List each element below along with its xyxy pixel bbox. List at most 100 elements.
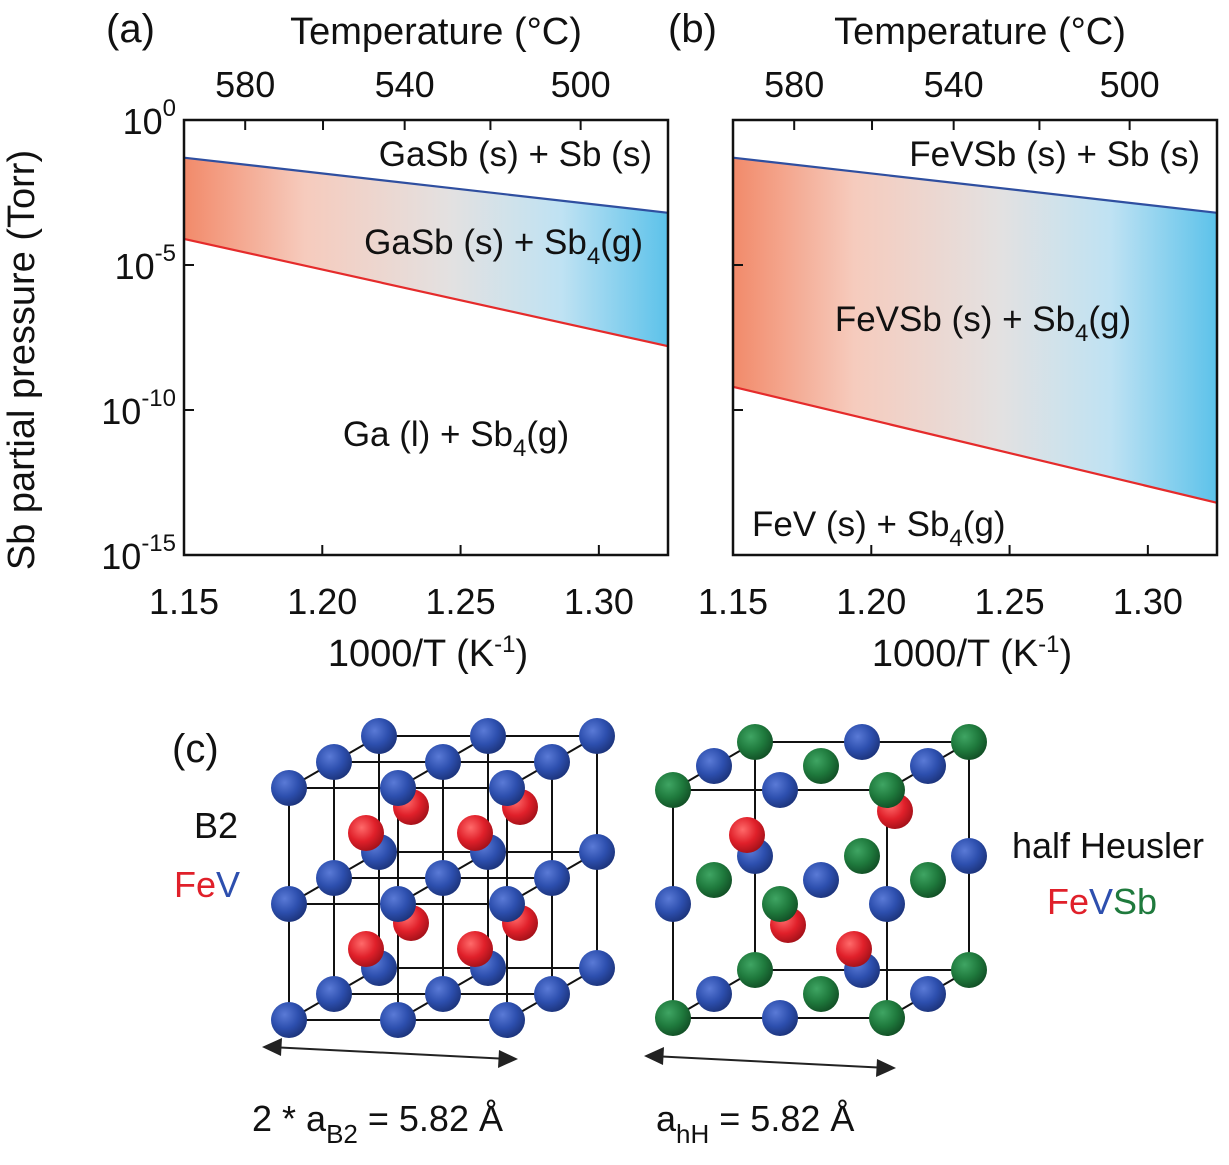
v-atom (425, 860, 461, 896)
b2-formula: FeV (174, 864, 240, 905)
region-label-a-mid: GaSb (s) + Sb4(g) (364, 223, 643, 270)
fe-atom (457, 815, 493, 851)
lower-boundary-line (183, 237, 669, 348)
top-tick-label: 580 (764, 64, 824, 105)
sb-atom (655, 772, 691, 808)
stability-band (733, 157, 1217, 503)
v-atom (696, 748, 732, 784)
v-atom (489, 770, 525, 806)
half-heusler-formula: FeVSb (1047, 881, 1157, 922)
v-atom (910, 976, 946, 1012)
crystal-structures-panel: (c) B2 FeV half Heusler FeVSb 2 * aB2 = … (172, 718, 1204, 1149)
x-tick-label: 1.30 (1113, 581, 1183, 622)
v-atom (271, 770, 307, 806)
half-heusler-lattice-dimension: ahH = 5.82 Å (656, 1098, 854, 1149)
v-atom (316, 860, 352, 896)
b2-dimension-arrow (262, 1038, 518, 1068)
sb-atom (803, 976, 839, 1012)
panel-label-c: (c) (172, 727, 219, 771)
v-atom (579, 950, 615, 986)
y-axis-title: Sb partial pressure (Torr) (1, 150, 43, 570)
fe-atom (836, 931, 872, 967)
x-tick-label: 1.15 (698, 581, 768, 622)
panel-label-b: (b) (668, 7, 717, 51)
sb-atom (655, 1000, 691, 1036)
x-axis-title-b: 1000/T (K-1) (872, 631, 1072, 675)
top-tick-label: 540 (924, 64, 984, 105)
v-atom (655, 886, 691, 922)
v-atom (844, 724, 880, 760)
half-heusler-dimension-arrow (644, 1047, 896, 1077)
region-label-b-bottom: FeV (s) + Sb4(g) (752, 505, 1006, 552)
sb-atom (869, 1000, 905, 1036)
x-tick-label: 1.25 (426, 581, 496, 622)
v-atom (803, 862, 839, 898)
fe-atom (729, 817, 765, 853)
b2-unit-cell-diagram (271, 718, 615, 1038)
sb-atom (762, 886, 798, 922)
sb-atom (696, 862, 732, 898)
v-atom (425, 744, 461, 780)
v-atom (380, 1002, 416, 1038)
x-tick-label: 1.20 (287, 581, 357, 622)
v-atom (534, 976, 570, 1012)
y-tick-label: 10-5 (115, 240, 176, 287)
sb-atom (737, 952, 773, 988)
top-axis-title-a: Temperature (°C) (290, 11, 582, 53)
v-atom (534, 744, 570, 780)
v-atom (910, 748, 946, 784)
chart-panel-b: (b) Temperature (°C) 1.15 1.20 1.25 1.30 580… (668, 7, 1219, 675)
x-tick-label: 1.20 (836, 581, 906, 622)
v-atom (380, 886, 416, 922)
lower-boundary-line (732, 385, 1218, 504)
sb-atom (951, 724, 987, 760)
sb-atom (951, 952, 987, 988)
sb-atom (869, 772, 905, 808)
x-tick-label: 1.15 (149, 581, 219, 622)
v-atom (489, 1002, 525, 1038)
plot-frame (182, 118, 670, 557)
half-heusler-structure-name: half Heusler (1012, 825, 1204, 866)
sb-atom (803, 748, 839, 784)
stability-band (184, 157, 668, 347)
top-tick-label: 540 (375, 64, 435, 105)
v-atom (470, 718, 506, 754)
v-atom (951, 838, 987, 874)
v-atom (579, 834, 615, 870)
top-tick-label: 500 (1100, 64, 1160, 105)
v-atom (579, 718, 615, 754)
top-tick-label: 500 (551, 64, 611, 105)
sb-atom (910, 862, 946, 898)
v-atom (534, 860, 570, 896)
top-axis-title-b: Temperature (°C) (834, 11, 1126, 53)
x-axis-title-a: 1000/T (K-1) (328, 631, 528, 675)
half-heusler-unit-cell-diagram (655, 724, 987, 1036)
v-atom (762, 772, 798, 808)
region-label-a-bottom: Ga (l) + Sb4(g) (343, 415, 569, 462)
plot-area-b: 1.15 1.20 1.25 1.30 580 540 500 (698, 64, 1219, 622)
v-atom (316, 976, 352, 1012)
fe-atom (348, 931, 384, 967)
y-tick-label: 10-15 (101, 530, 176, 577)
x-tick-label: 1.30 (564, 581, 634, 622)
v-atom (762, 1000, 798, 1036)
upper-boundary-line (183, 156, 669, 214)
region-label-a-top: GaSb (s) + Sb (s) (379, 135, 652, 174)
fe-atom (348, 815, 384, 851)
b2-structure-name: B2 (194, 805, 238, 846)
x-tick-label: 1.25 (975, 581, 1045, 622)
v-atom (271, 886, 307, 922)
chart-panel-a: (a) Temperature (°C) 1.15 1.20 1.25 1.30 100… (101, 7, 670, 675)
v-atom (271, 1002, 307, 1038)
fe-atom (457, 931, 493, 967)
v-atom (489, 886, 525, 922)
v-atom (361, 718, 397, 754)
v-atom (425, 976, 461, 1012)
sb-atom (844, 838, 880, 874)
y-tick-label: 100 (123, 95, 176, 142)
v-atom (380, 770, 416, 806)
y-tick-label: 10-10 (101, 385, 176, 432)
region-label-b-top: FeVSb (s) + Sb (s) (909, 135, 1200, 174)
v-atom (696, 976, 732, 1012)
